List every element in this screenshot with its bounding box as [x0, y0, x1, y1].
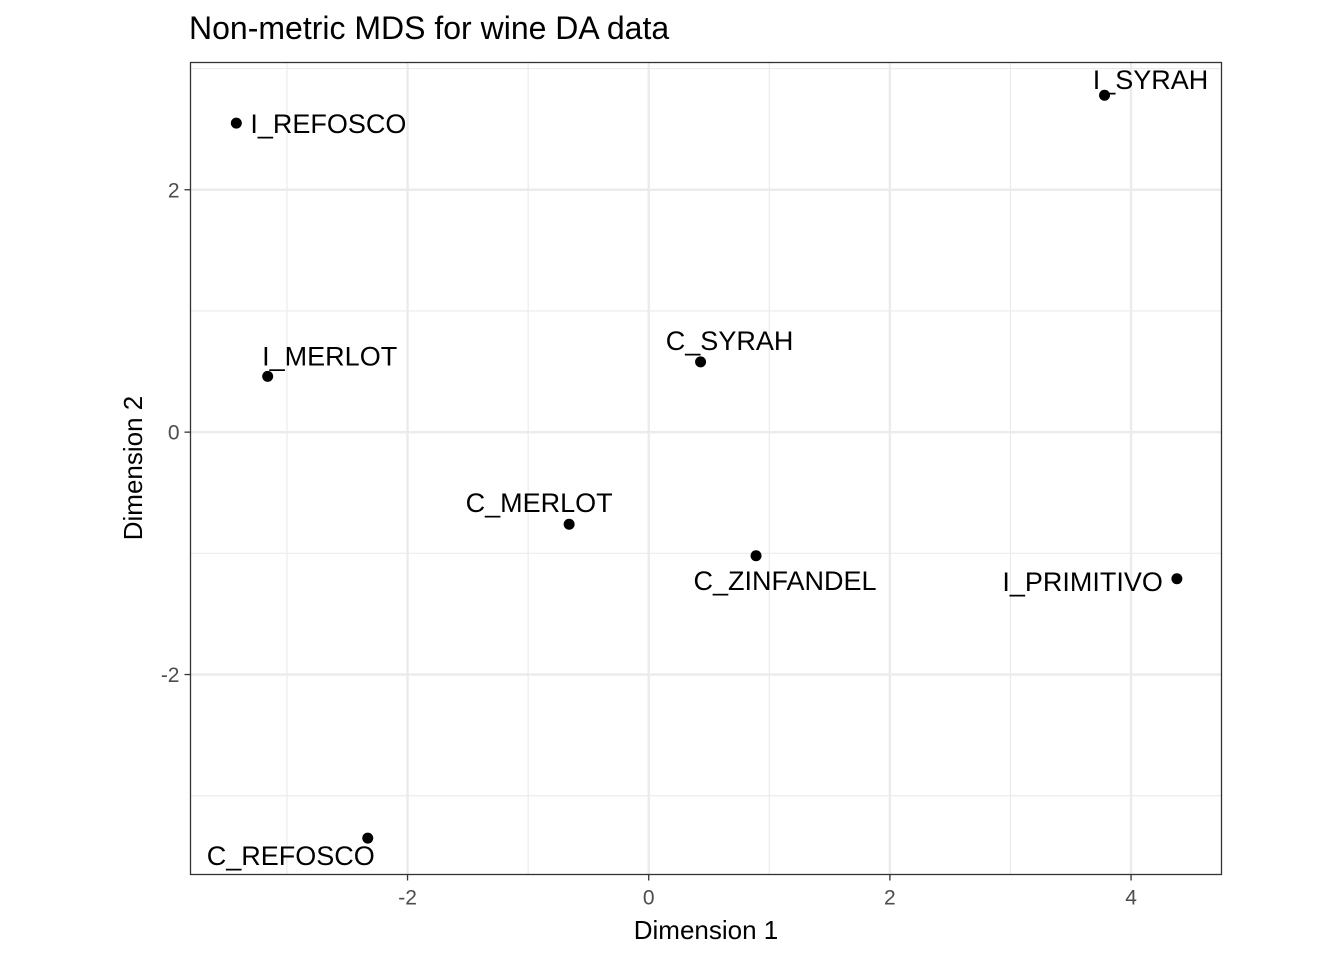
- point-label: C_REFOSCO: [207, 841, 375, 871]
- y-axis-title: Dimension 2: [118, 396, 148, 541]
- data-point: [262, 370, 274, 382]
- data-points: I_REFOSCO I_SYRAH I_MERLOT C_SYRAH C_MERLOT C…: [207, 65, 1209, 871]
- plot-panel-border: [189, 61, 1223, 876]
- y-tick-label: 0: [168, 422, 180, 445]
- data-point: [362, 832, 374, 844]
- data-point: [695, 356, 707, 368]
- point-label: I_PRIMITIVO: [1002, 567, 1163, 597]
- axis-ticks: -2 0 2 4 -2 0 2: [161, 179, 1137, 909]
- point-label: C_MERLOT: [466, 488, 613, 518]
- x-tick-label: 2: [884, 887, 896, 910]
- data-point: [563, 518, 575, 530]
- chart-title: Non-metric MDS for wine DA data: [189, 10, 669, 46]
- x-tick-label: 0: [643, 887, 655, 910]
- point-label: C_ZINFANDEL: [694, 566, 877, 596]
- data-point: [1171, 573, 1183, 585]
- point-label: I_REFOSCO: [250, 109, 406, 139]
- x-tick-label: -2: [398, 887, 417, 910]
- data-point: [230, 117, 242, 129]
- grid: [190, 62, 1222, 875]
- point-label: C_SYRAH: [666, 326, 794, 356]
- x-axis-title: Dimension 1: [634, 915, 779, 945]
- y-tick-label: 2: [168, 179, 180, 202]
- point-label: I_SYRAH: [1093, 65, 1209, 95]
- x-tick-label: 4: [1125, 887, 1137, 910]
- point-label: I_MERLOT: [262, 341, 397, 371]
- data-point: [1099, 89, 1111, 101]
- y-tick-label: -2: [161, 664, 180, 687]
- data-point: [750, 550, 762, 562]
